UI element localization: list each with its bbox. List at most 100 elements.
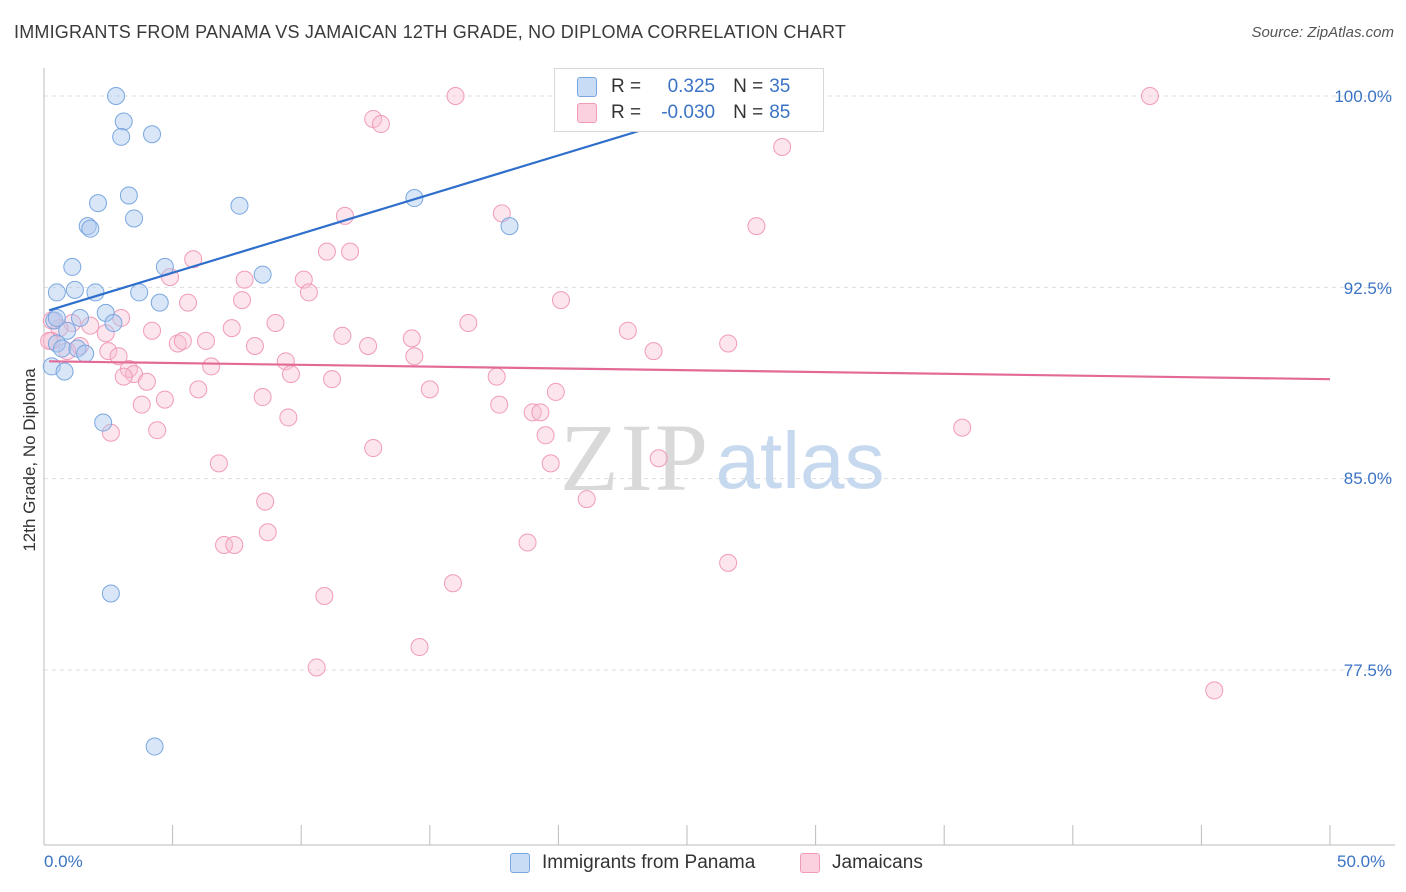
- panama-point: [253, 265, 272, 284]
- jamaican-point: [155, 390, 174, 409]
- jamaican-point: [137, 372, 156, 391]
- jamaican-point: [258, 523, 277, 542]
- panama-point: [145, 737, 164, 756]
- legend-row-panama: R = 0.325 N = 35: [577, 74, 790, 100]
- panama-point: [81, 219, 100, 238]
- watermark-atlas: atlas: [716, 416, 885, 505]
- jamaican-point: [371, 115, 390, 134]
- jamaican-point: [99, 342, 118, 361]
- bottom-legend-jamaicans: Jamaicans: [800, 852, 923, 874]
- legend-n-label: N =: [733, 76, 764, 97]
- panama-point: [150, 293, 169, 312]
- jamaican-point: [256, 492, 275, 511]
- jamaican-point: [233, 291, 252, 310]
- jamaican-point: [644, 342, 663, 361]
- y-axis-label: 12th Grade, No Diploma: [20, 368, 39, 552]
- axes: [43, 68, 1395, 846]
- panama-point: [104, 314, 123, 333]
- jamaican-point: [953, 418, 972, 437]
- bottom-legend-panama: Immigrants from Panama: [510, 852, 755, 874]
- jamaican-trend-line: [49, 360, 1331, 381]
- jamaican-point: [446, 87, 465, 105]
- panama-point: [78, 217, 97, 236]
- jamaican-point: [189, 380, 208, 399]
- jamaican-point: [410, 638, 429, 657]
- jamaican-point: [299, 283, 318, 302]
- jamaican-point: [341, 242, 360, 261]
- jamaican-point: [215, 535, 234, 554]
- legend-swatch-jamaicans: [577, 103, 597, 123]
- panama-point: [47, 308, 66, 327]
- jamaican-point: [487, 367, 506, 386]
- jamaican-point: [168, 334, 187, 353]
- chart-title: IMMIGRANTS FROM PANAMA VS JAMAICAN 12TH …: [14, 22, 847, 42]
- jamaican-point: [143, 321, 162, 340]
- panama-point: [71, 308, 90, 327]
- jamaican-point: [536, 426, 555, 445]
- jamaican-point: [443, 574, 462, 593]
- legend-r-label: R =: [611, 76, 642, 97]
- jamaican-point: [235, 270, 254, 289]
- panama-point: [65, 280, 84, 299]
- panama-point: [53, 339, 72, 358]
- jamaican-point: [719, 334, 738, 353]
- jamaican-point: [184, 250, 203, 269]
- watermark-zip: ZIP: [560, 404, 710, 511]
- jamaican-point: [577, 490, 596, 509]
- panama-point: [230, 196, 249, 215]
- jamaican-point: [179, 293, 198, 312]
- jamaican-point: [209, 454, 228, 473]
- panama-point: [107, 87, 126, 105]
- jamaican-point: [315, 587, 334, 606]
- panama-point: [405, 189, 424, 208]
- x-tick-label: 50.0%: [1337, 852, 1386, 871]
- legend-n-label: N =: [733, 102, 764, 123]
- bottom-legend-swatch-panama: [510, 853, 530, 873]
- panama-point: [63, 257, 82, 276]
- panama-point: [45, 311, 64, 330]
- jamaican-point: [531, 403, 550, 422]
- jamaican-point: [132, 395, 151, 414]
- source-label: Source: ZipAtlas.com: [1251, 24, 1394, 41]
- jamaican-point: [541, 454, 560, 473]
- jamaican-point: [173, 331, 192, 350]
- panama-point: [130, 283, 149, 302]
- jamaican-point: [109, 347, 128, 366]
- jamaican-point: [81, 316, 100, 335]
- trend-lines: [48, 94, 1331, 381]
- jamaican-point: [333, 326, 352, 345]
- y-tick-label: 77.5%: [1343, 661, 1392, 680]
- panama-point: [58, 321, 77, 340]
- legend-r-value: 0.325: [667, 76, 716, 97]
- jamaican-point: [148, 421, 167, 440]
- jamaican-point: [719, 553, 738, 572]
- jamaican-point: [307, 658, 326, 677]
- jamaican-point: [279, 408, 298, 427]
- legend-swatch-panama: [577, 77, 597, 97]
- jamaican-point: [747, 217, 766, 236]
- legend-r-label: R =: [611, 102, 642, 123]
- jamaican-point: [1140, 87, 1159, 105]
- jamaican-point: [266, 314, 285, 333]
- jamaican-point: [773, 138, 792, 157]
- jamaican-point: [323, 370, 342, 389]
- stats-legend: R = 0.325 N = 35 R = -0.030 N = 85: [554, 68, 824, 132]
- jamaican-point: [551, 291, 570, 310]
- bottom-legend-label-jamaicans: Jamaicans: [832, 852, 923, 873]
- grid: [44, 95, 1395, 671]
- panama-point: [125, 209, 144, 228]
- y-tick-label: 100.0%: [1334, 87, 1392, 106]
- bottom-legend-swatch-jamaicans: [800, 853, 820, 873]
- y-tick-label: 85.0%: [1343, 469, 1392, 488]
- panama-point: [76, 344, 95, 363]
- jamaican-point: [222, 319, 241, 338]
- jamaican-point: [101, 423, 120, 442]
- watermark: ZIP atlas: [560, 404, 884, 511]
- jamaican-point: [402, 329, 421, 348]
- jamaican-point: [202, 357, 221, 376]
- panama-point: [119, 186, 138, 205]
- jamaican-point: [420, 380, 439, 399]
- jamaican-point: [618, 321, 637, 340]
- legend-r-value: -0.030: [661, 102, 716, 123]
